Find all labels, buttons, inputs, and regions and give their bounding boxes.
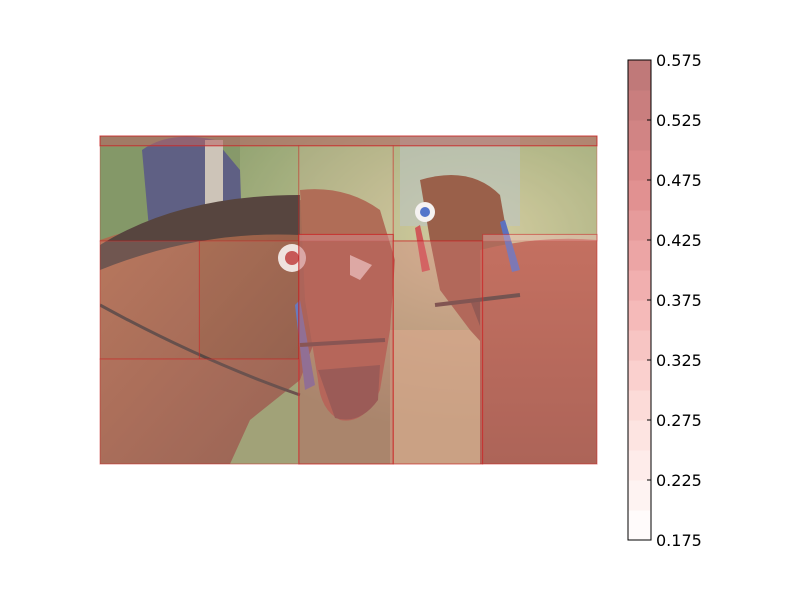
colorbar-tick-label: 0.325 [656, 351, 702, 370]
heatmap-cell [482, 233, 598, 465]
colorbar-band [628, 360, 651, 391]
heatmap-cell [99, 145, 300, 242]
colorbar-tick-label: 0.275 [656, 411, 702, 430]
colorbar-tick-label: 0.225 [656, 471, 702, 490]
colorbar-band [628, 450, 651, 481]
heatmap-cell [99, 358, 300, 465]
colorbar-band [628, 180, 651, 211]
colorbar-bands [628, 60, 651, 541]
horses-photo [100, 136, 597, 464]
colorbar-band [628, 150, 651, 181]
heatmap-overlay [99, 135, 598, 465]
colorbar-band [628, 420, 651, 451]
colorbar-ticks: 0.575 0.525 0.475 0.425 0.375 0.325 0.275 0.225… [647, 51, 702, 550]
colorbar-tick-label: 0.525 [656, 111, 702, 130]
heatmap-cell [198, 240, 300, 360]
colorbar-band [628, 60, 651, 91]
colorbar-tick-label: 0.375 [656, 291, 702, 310]
colorbar-band [628, 210, 651, 241]
heatmap-cell [298, 145, 394, 242]
heatmap-cell [392, 145, 598, 242]
colorbar-tick-label: 0.575 [656, 51, 702, 70]
colorbar-band [628, 390, 651, 421]
heatmap-cell [99, 135, 598, 147]
colorbar-band [628, 240, 651, 271]
colorbar-band [628, 300, 651, 331]
colorbar-tick-label: 0.475 [656, 171, 702, 190]
colorbar-band [628, 120, 651, 151]
colorbar-tick-label: 0.425 [656, 231, 702, 250]
heatmap-cell [298, 233, 394, 465]
colorbar-band [628, 510, 651, 541]
colorbar-tick-label: 0.175 [656, 531, 702, 550]
colorbar-band [628, 480, 651, 511]
colorbar: 0.575 0.525 0.475 0.425 0.375 0.325 0.275 0.225… [627, 51, 702, 550]
colorbar-band [628, 90, 651, 121]
heatmap-cell [99, 240, 200, 360]
colorbar-band [628, 330, 651, 361]
heatmap-cell [392, 240, 484, 465]
colorbar-band [628, 270, 651, 301]
